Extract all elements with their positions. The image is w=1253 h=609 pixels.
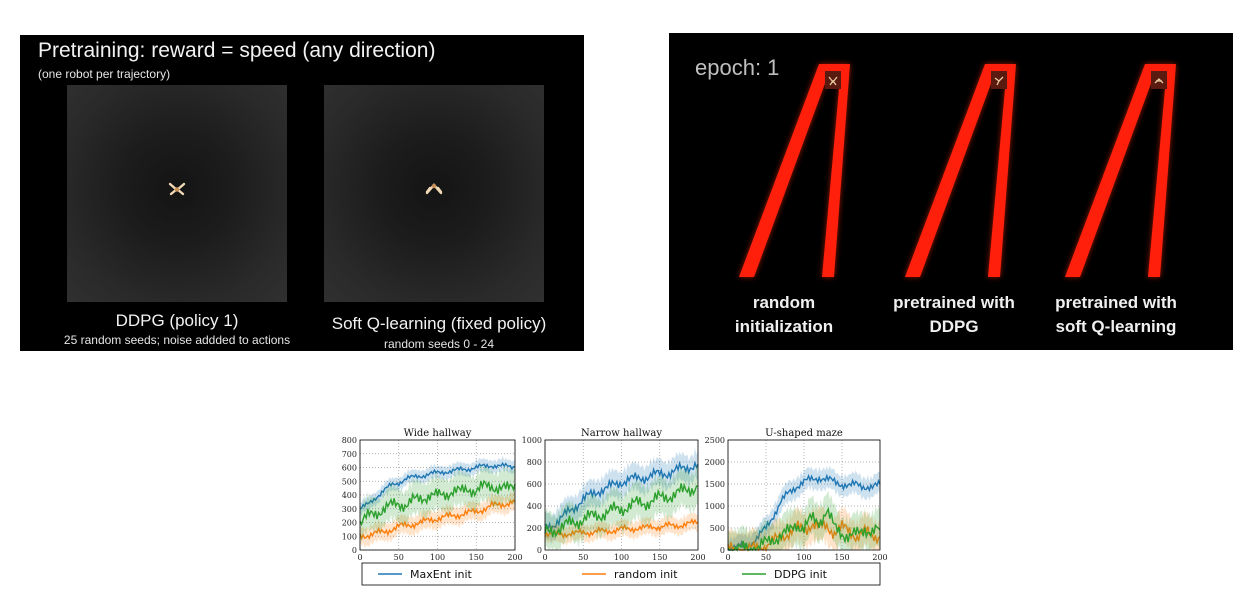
plot-frame bbox=[727, 439, 881, 551]
y-tick-label: 600 bbox=[527, 480, 542, 489]
ddpg-caption-sub: 25 random seeds; noise addded to actions bbox=[63, 333, 291, 347]
hallway-render bbox=[739, 64, 1176, 277]
y-tick-label: 600 bbox=[342, 464, 357, 473]
y-tick-label: 100 bbox=[342, 532, 357, 541]
x-tick-label: 200 bbox=[690, 553, 705, 562]
series-line-ddpg-init bbox=[359, 479, 516, 527]
series-line-random-init bbox=[544, 518, 699, 540]
y-tick-label: 200 bbox=[342, 519, 357, 528]
y-tick-label: 2500 bbox=[705, 436, 725, 445]
label-line: soft Q-learning bbox=[1055, 317, 1177, 336]
series-band-ddpg-init bbox=[728, 490, 880, 550]
x-tick-label: 0 bbox=[725, 553, 730, 562]
maze-video-frame: epoch: 1 random initi bbox=[669, 33, 1233, 350]
ant-robot-icon bbox=[828, 76, 838, 86]
chart-0: Wide hallway 0 50 100 150 200 0 100 200 300 400 500… bbox=[342, 428, 523, 562]
x-tick-label: 100 bbox=[614, 553, 629, 562]
hallway-ddpg bbox=[905, 64, 1016, 277]
y-tick-label: 1000 bbox=[522, 436, 542, 445]
x-tick-label: 100 bbox=[796, 553, 811, 562]
label-random-init: random initialization bbox=[719, 291, 849, 339]
ant-robot-icon bbox=[1154, 78, 1164, 84]
ddpg-caption: DDPG (policy 1) bbox=[115, 311, 239, 330]
y-tick-label: 0 bbox=[352, 546, 357, 555]
label-line: pretrained with bbox=[893, 293, 1015, 312]
chart-1: Narrow hallway 0 50 100 150 200 0 200 400 600 800 1… bbox=[522, 428, 706, 562]
x-tick-label: 50 bbox=[578, 553, 588, 562]
y-tick-label: 400 bbox=[342, 491, 357, 500]
series-line-ddpg-init bbox=[727, 506, 881, 552]
series-band-random-init bbox=[360, 491, 515, 549]
series-band-ddpg-init bbox=[360, 462, 515, 542]
x-tick-label: 200 bbox=[507, 553, 522, 562]
ant-robot-icon bbox=[425, 183, 443, 195]
x-tick-label: 150 bbox=[834, 553, 849, 562]
hallway-soft-q bbox=[1065, 64, 1176, 277]
label-line: pretrained with bbox=[1055, 293, 1177, 312]
y-tick-label: 800 bbox=[342, 436, 357, 445]
soft-q-caption-sub: random seeds 0 - 24 bbox=[383, 337, 495, 351]
label-line: initialization bbox=[734, 317, 834, 336]
y-tick-label: 2000 bbox=[705, 458, 725, 467]
y-tick-label: 0 bbox=[720, 546, 725, 555]
x-tick-label: 200 bbox=[872, 553, 887, 562]
pretraining-subtitle: (one robot per trajectory) bbox=[38, 67, 171, 81]
y-tick-label: 1500 bbox=[705, 480, 725, 489]
x-tick-label: 50 bbox=[394, 553, 404, 562]
series-line-ddpg-init bbox=[544, 482, 699, 538]
ant-robot-icon bbox=[994, 76, 1004, 86]
legend-label: random init bbox=[614, 568, 678, 581]
plot-frame bbox=[359, 439, 516, 551]
x-tick-label: 0 bbox=[542, 553, 547, 562]
label-line: random bbox=[752, 293, 816, 312]
series-band-maxent-init bbox=[360, 456, 515, 516]
y-tick-label: 200 bbox=[527, 524, 542, 533]
chart-title: Narrow hallway bbox=[581, 428, 662, 439]
ant-robot-icon bbox=[168, 182, 186, 196]
y-tick-label: 700 bbox=[342, 450, 357, 459]
x-tick-label: 150 bbox=[469, 553, 484, 562]
soft-q-arena bbox=[324, 85, 544, 302]
plot-frame bbox=[544, 439, 699, 551]
y-tick-label: 300 bbox=[342, 505, 357, 514]
y-tick-label: 400 bbox=[527, 502, 542, 511]
legend-label: DDPG init bbox=[774, 568, 828, 581]
legend-label: MaxEnt init bbox=[410, 568, 473, 581]
series-line-random-init bbox=[359, 498, 516, 541]
x-tick-label: 0 bbox=[357, 553, 362, 562]
label-line: DDPG bbox=[929, 317, 979, 336]
hallway-random-init bbox=[739, 64, 850, 277]
pretraining-video-frame: Pretraining: reward = speed (any directi… bbox=[20, 35, 584, 351]
series-line-maxent-init bbox=[544, 460, 699, 533]
soft-q-caption: Soft Q-learning (fixed policy) bbox=[331, 314, 547, 333]
x-tick-label: 150 bbox=[652, 553, 667, 562]
legend: MaxEnt init random init DDPG init bbox=[361, 562, 881, 586]
chart-title: U-shaped maze bbox=[765, 428, 843, 439]
label-pretrained-soft-q: pretrained with soft Q-learning bbox=[1041, 291, 1191, 339]
ddpg-arena bbox=[67, 85, 287, 302]
y-tick-label: 500 bbox=[710, 524, 725, 533]
y-tick-label: 500 bbox=[342, 477, 357, 486]
legend-box bbox=[361, 562, 881, 586]
series-band-random-init bbox=[545, 512, 698, 547]
label-pretrained-ddpg: pretrained with DDPG bbox=[879, 291, 1029, 339]
y-tick-label: 800 bbox=[527, 458, 542, 467]
series-band-maxent-init bbox=[545, 447, 698, 546]
epoch-label: epoch: 1 bbox=[695, 55, 780, 80]
x-tick-label: 50 bbox=[761, 553, 771, 562]
pretraining-title: Pretraining: reward = speed (any directi… bbox=[38, 39, 436, 62]
x-tick-label: 100 bbox=[430, 553, 445, 562]
y-tick-label: 0 bbox=[537, 546, 542, 555]
chart-title: Wide hallway bbox=[404, 428, 472, 439]
series-line-maxent-init bbox=[359, 461, 516, 510]
y-tick-label: 1000 bbox=[705, 502, 725, 511]
